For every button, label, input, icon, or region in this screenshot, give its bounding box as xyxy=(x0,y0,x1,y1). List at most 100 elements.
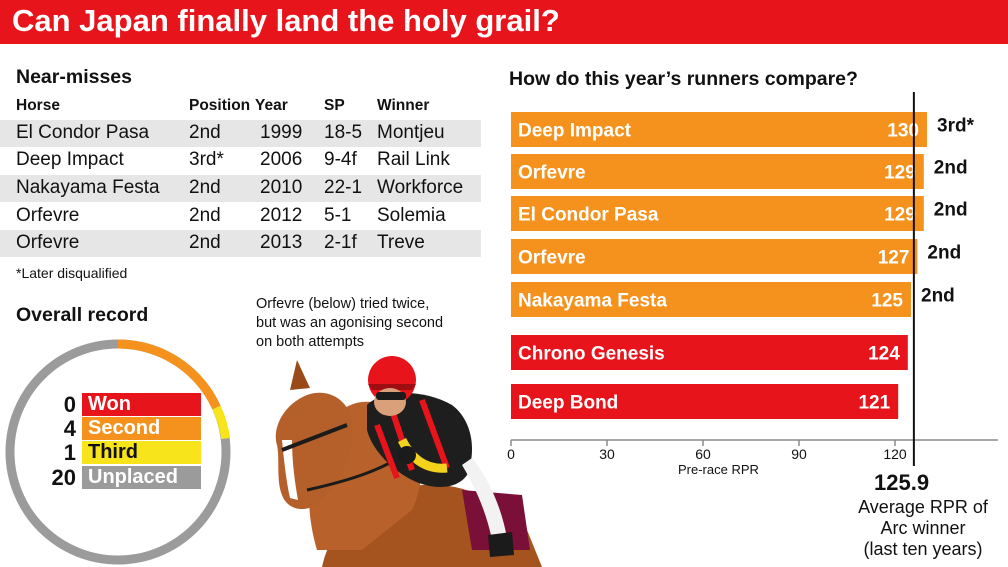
x-axis: 0 30 60 90 120 xyxy=(507,439,998,462)
cell-year: 2010 xyxy=(260,177,303,198)
unplaced-count: 20 xyxy=(51,465,76,490)
jockey-goggles xyxy=(376,392,406,400)
average-rpr-value: 125.9 xyxy=(874,470,930,495)
unplaced-label: Unplaced xyxy=(82,466,201,489)
cell-horse: El Condor Pasa xyxy=(16,122,150,143)
footnote: *Later disqualified xyxy=(16,265,128,281)
cell-winner: Montjeu xyxy=(377,122,445,143)
horse-ear xyxy=(290,360,310,390)
column-header-sp: SP xyxy=(324,97,345,114)
bar-category-label: Orfevre xyxy=(518,248,586,269)
table-row: Orfevre 2nd 2013 2-1f Treve xyxy=(0,230,481,257)
table-row: Nakayama Festa 2nd 2010 22-1 Workforce xyxy=(0,175,481,202)
third-count: 1 xyxy=(63,440,76,465)
third-label: Third xyxy=(82,441,201,464)
average-rpr-label-line-3: (last ten years) xyxy=(863,539,983,559)
column-header-year: Year xyxy=(255,97,288,114)
jockey-boot xyxy=(488,532,514,557)
bar-value-label: 129 xyxy=(884,205,916,226)
bar-value-label: 127 xyxy=(878,248,910,269)
bar-value-label: 125 xyxy=(871,291,903,312)
cell-winner: Treve xyxy=(377,232,425,253)
bar-placing-label: 2nd xyxy=(934,158,968,179)
column-header-horse: Horse xyxy=(16,97,60,114)
x-tick-label: 60 xyxy=(695,446,711,462)
cell-horse: Orfevre xyxy=(16,232,80,253)
cell-sp: 22-1 xyxy=(324,177,363,198)
cell-position: 2nd xyxy=(189,122,221,143)
bar-category-label: Nakayama Festa xyxy=(518,291,667,312)
cell-horse: Orfevre xyxy=(16,205,80,226)
cell-horse: Nakayama Festa xyxy=(16,177,160,198)
cell-sp: 2-1f xyxy=(324,232,357,253)
x-axis-title: Pre-race RPR xyxy=(678,462,759,477)
x-tick-label: 0 xyxy=(507,446,515,462)
bar xyxy=(511,282,911,317)
jockey-glove xyxy=(398,446,416,464)
table-row: Deep Impact 3rd* 2006 9-4f Rail Link xyxy=(0,147,481,174)
x-tick-label: 120 xyxy=(883,446,907,462)
bar-placing-label: 3rd* xyxy=(937,116,975,137)
cell-horse: Deep Impact xyxy=(16,149,124,170)
bar-category-label: Deep Impact xyxy=(518,121,632,142)
bar-value-label: 121 xyxy=(858,393,890,414)
bar xyxy=(511,112,927,147)
photo-caption-line-3: on both attempts xyxy=(256,334,365,350)
donut-segment-third xyxy=(212,405,231,440)
table-row: Orfevre 2nd 2012 5-1 Solemia xyxy=(0,203,481,230)
helmet-peak xyxy=(368,384,416,390)
jockey-breeches xyxy=(462,458,507,540)
bar-value-label: 124 xyxy=(868,344,900,365)
average-rpr-label-line-2: Arc winner xyxy=(880,518,966,538)
cell-position: 2nd xyxy=(189,232,221,253)
cell-position: 3rd* xyxy=(189,149,224,170)
won-label: Won xyxy=(82,393,201,416)
cell-sp: 9-4f xyxy=(324,149,357,170)
bar xyxy=(511,196,924,231)
second-count: 4 xyxy=(63,416,76,441)
bar xyxy=(511,154,924,189)
cell-position: 2nd xyxy=(189,205,221,226)
x-tick-label: 30 xyxy=(599,446,615,462)
second-label: Second xyxy=(82,417,201,440)
cell-year: 2006 xyxy=(260,149,303,170)
bar xyxy=(511,335,908,370)
bar-placing-label: 2nd xyxy=(921,286,955,307)
bar-category-label: El Condor Pasa xyxy=(518,205,659,226)
cell-year: 1999 xyxy=(260,122,303,143)
cell-sp: 5-1 xyxy=(324,205,352,226)
column-header-position: Position xyxy=(189,97,251,114)
bar-value-label: 129 xyxy=(884,163,916,184)
record-donut xyxy=(5,339,231,565)
title-banner: Can Japan finally land the holy grail? xyxy=(0,0,1008,44)
bar-value-label: 130 xyxy=(887,121,919,142)
overall-record-heading: Overall record xyxy=(16,304,149,326)
chart-title: How do this year’s runners compare? xyxy=(509,68,858,90)
bar-category-label: Deep Bond xyxy=(518,393,618,414)
won-count: 0 xyxy=(63,392,76,417)
jockey-sleeve xyxy=(397,437,448,473)
cell-winner: Workforce xyxy=(377,177,464,198)
column-header-winner: Winner xyxy=(377,97,430,114)
near-misses-heading: Near-misses xyxy=(16,66,132,88)
donut-segment-second xyxy=(117,339,221,410)
cell-sp: 18-5 xyxy=(324,122,363,143)
photo-caption-line-1: Orfevre (below) tried twice, xyxy=(256,296,430,312)
cell-year: 2012 xyxy=(260,205,303,226)
table-row: El Condor Pasa 2nd 1999 18-5 Montjeu xyxy=(0,120,481,147)
bar-placing-label: 2nd xyxy=(934,200,968,221)
bar-placing-label: 2nd xyxy=(927,243,961,264)
cell-year: 2013 xyxy=(260,232,303,253)
bar xyxy=(511,384,899,419)
horse-jockey-photo xyxy=(275,356,542,567)
average-rpr-label-line-1: Average RPR of xyxy=(858,497,988,517)
bar-category-label: Chrono Genesis xyxy=(518,344,665,365)
bar-category-label: Orfevre xyxy=(518,163,586,184)
bar xyxy=(511,239,918,274)
x-tick-label: 90 xyxy=(791,446,807,462)
page-title: Can Japan finally land the holy grail? xyxy=(12,3,560,38)
cell-winner: Solemia xyxy=(377,205,446,226)
horse-head xyxy=(275,392,353,510)
horse-blaze xyxy=(282,440,298,500)
